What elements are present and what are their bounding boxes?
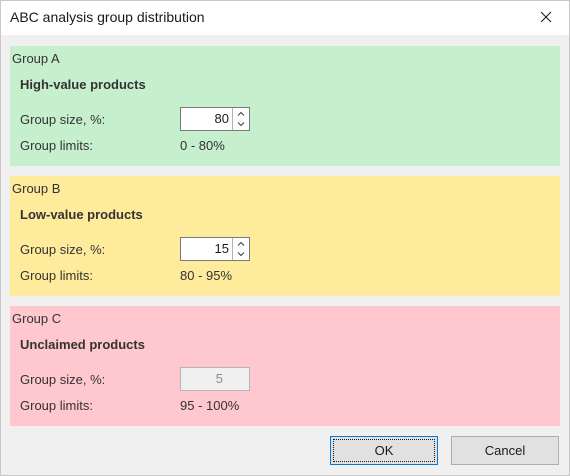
group-b-panel: Group B Low-value products Group size, %… — [10, 176, 560, 296]
group-c-limits-value: 95 - 100% — [180, 398, 240, 413]
group-b-title: Group B — [12, 181, 61, 196]
chevron-down-icon — [237, 122, 245, 127]
ok-button-label: OK — [374, 443, 394, 458]
chevron-down-icon — [237, 252, 245, 257]
group-c-heading: Unclaimed products — [20, 337, 145, 352]
group-a-size-label: Group size, %: — [20, 112, 106, 127]
group-b-spin-buttons — [232, 238, 249, 260]
group-b-spin-up-button[interactable] — [233, 238, 249, 249]
ok-button[interactable]: OK — [330, 436, 438, 465]
group-a-spin-buttons — [232, 108, 249, 130]
group-b-size-label: Group size, %: — [20, 242, 106, 257]
group-c-size-value: 5 — [215, 371, 223, 386]
group-c-size-label: Group size, %: — [20, 372, 106, 387]
group-b-limits-value: 80 - 95% — [180, 268, 233, 283]
group-b-size-input[interactable]: 15 — [214, 241, 229, 256]
chevron-up-icon — [237, 111, 245, 116]
group-a-spin-down-button[interactable] — [233, 119, 249, 130]
group-a-size-input[interactable]: 80 — [214, 111, 229, 126]
group-c-limits-label: Group limits: — [20, 398, 93, 413]
group-a-spin-up-button[interactable] — [233, 108, 249, 119]
group-a-limits-value: 0 - 80% — [180, 138, 225, 153]
group-c-size-field: 5 — [180, 367, 250, 391]
group-a-heading: High-value products — [20, 77, 146, 92]
close-button[interactable] — [523, 1, 569, 33]
group-c-title: Group C — [12, 311, 62, 326]
group-a-panel: Group A High-value products Group size, … — [10, 46, 560, 166]
group-b-size-spinner[interactable]: 15 — [180, 237, 250, 261]
group-a-size-spinner[interactable]: 80 — [180, 107, 250, 131]
group-b-spin-down-button[interactable] — [233, 249, 249, 260]
chevron-up-icon — [237, 241, 245, 246]
cancel-button-label: Cancel — [484, 443, 526, 458]
close-icon — [540, 11, 552, 23]
cancel-button[interactable]: Cancel — [451, 436, 559, 465]
group-a-title: Group A — [12, 51, 60, 66]
title-bar: ABC analysis group distribution — [1, 1, 569, 35]
group-b-limits-label: Group limits: — [20, 268, 93, 283]
window-title: ABC analysis group distribution — [10, 9, 205, 25]
focus-ring — [333, 439, 435, 462]
group-b-heading: Low-value products — [20, 207, 143, 222]
group-c-panel: Group C Unclaimed products Group size, %… — [10, 306, 560, 426]
group-a-limits-label: Group limits: — [20, 138, 93, 153]
